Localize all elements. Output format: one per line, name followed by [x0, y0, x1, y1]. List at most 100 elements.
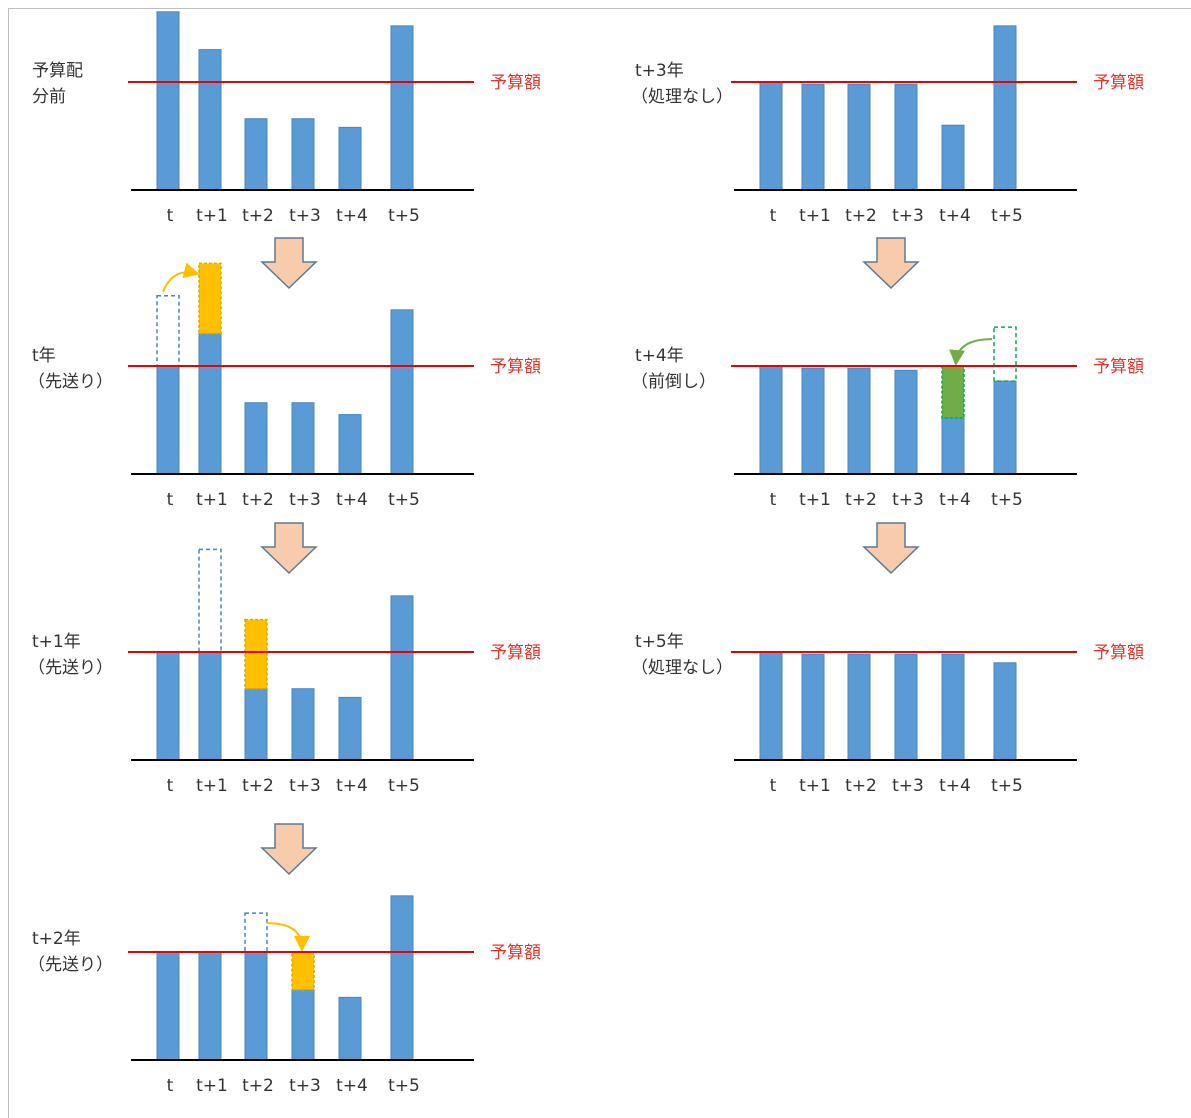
tick-label-t+1: t+1 [799, 490, 831, 510]
bar-t+3 [291, 989, 315, 1061]
original-amount-outline [993, 326, 1017, 382]
move-arrow [266, 922, 310, 952]
tick-label-t+1: t+1 [196, 776, 228, 796]
tick-label-t+4: t+4 [336, 1076, 368, 1096]
bar-t+5 [390, 895, 414, 1061]
down-arrow-icon [862, 522, 920, 575]
bar-t+5 [993, 380, 1017, 475]
tick-label-t+1: t+1 [196, 1076, 228, 1096]
tick-label-t: t [167, 1076, 174, 1096]
panel-t: 予算額 t年 （先送り） t t+1 t+2 t+3 t+4 t+5 [28, 262, 541, 510]
panel-label-line: （処理なし） [631, 658, 733, 678]
bar-t+4 [338, 414, 362, 475]
tick-label-t+2: t+2 [242, 776, 274, 796]
tick-label-t+3: t+3 [289, 1076, 321, 1096]
tick-label-t: t [167, 776, 174, 796]
tick-label-t+2: t+2 [242, 1076, 274, 1096]
frame-border [8, 8, 1191, 1118]
bar-t [156, 951, 180, 1061]
tick-label-t+4: t+4 [939, 776, 971, 796]
move-arrow [162, 262, 200, 293]
panel-label-line: t年 [32, 346, 56, 366]
bar-t [156, 365, 180, 475]
bar-t [759, 651, 783, 761]
bar-t+2 [244, 688, 268, 761]
panel-label-line: t+1年 [32, 632, 81, 652]
bar-t+1 [198, 49, 222, 191]
bar-t+1 [198, 651, 222, 761]
bar-t+5 [993, 25, 1017, 191]
bar-t+5 [390, 25, 414, 191]
panel-label-line: t+4年 [635, 346, 684, 366]
budget-label: 予算額 [1093, 73, 1144, 93]
original-amount-outline [244, 912, 268, 953]
budget-label: 予算額 [490, 357, 541, 377]
tick-label-t+5: t+5 [388, 490, 420, 510]
tick-label-t: t [770, 776, 777, 796]
bar-t+2 [847, 83, 871, 191]
panel-t2: 予算額 t+2年 （先送り） t t+1 t+2 t+3 t+4 t+5 [28, 895, 541, 1096]
tick-label-t+5: t+5 [991, 776, 1023, 796]
bar-t+3 [894, 653, 918, 761]
down-arrow-icon [862, 237, 920, 290]
down-arrow-icon [260, 237, 318, 290]
bar-t+1 [801, 367, 825, 475]
bar-t+3 [894, 83, 918, 191]
tick-label-t+3: t+3 [289, 776, 321, 796]
bar-t+5 [993, 662, 1017, 761]
panel-label-line: 分前 [32, 87, 66, 107]
budget-label: 予算額 [490, 643, 541, 663]
advanced-amount-block [941, 365, 965, 419]
bar-t+4 [338, 696, 362, 761]
tick-label-t+3: t+3 [289, 206, 321, 226]
panel-label-line: （先送り） [28, 372, 113, 392]
panel-label-line: t+3年 [635, 61, 684, 81]
tick-label-t+3: t+3 [892, 206, 924, 226]
tick-label-t: t [770, 490, 777, 510]
bar-t+4 [941, 417, 965, 475]
tick-label-t+2: t+2 [242, 490, 274, 510]
bar-t+4 [941, 124, 965, 191]
tick-label-t+4: t+4 [336, 776, 368, 796]
bar-t+3 [291, 402, 315, 475]
bar-t+1 [198, 951, 222, 1061]
tick-label-t+1: t+1 [196, 206, 228, 226]
bar-t+2 [244, 951, 268, 1061]
panel-label-line: 予算配 [32, 61, 83, 81]
tick-label-t+5: t+5 [388, 776, 420, 796]
budget-label: 予算額 [1093, 643, 1144, 663]
panel-t3: 予算額 t+3年 （処理なし） t t+1 t+2 t+3 t+4 t+5 [631, 25, 1144, 226]
bar-t+2 [847, 367, 871, 475]
tick-label-t+2: t+2 [845, 776, 877, 796]
tick-label-t+1: t+1 [799, 776, 831, 796]
bar-t+2 [244, 118, 268, 191]
tick-label-t+3: t+3 [289, 490, 321, 510]
panel-label-line: （処理なし） [631, 87, 733, 107]
budget-label: 予算額 [1093, 357, 1144, 377]
bar-t+5 [390, 595, 414, 761]
bar-t [759, 81, 783, 191]
bar-t+5 [390, 309, 414, 475]
bar-t [156, 651, 180, 761]
tick-label-t+4: t+4 [336, 206, 368, 226]
tick-label-t+3: t+3 [892, 776, 924, 796]
tick-label-t+3: t+3 [892, 490, 924, 510]
budget-label: 予算額 [490, 73, 541, 93]
tick-label-t+2: t+2 [242, 206, 274, 226]
bar-t+2 [847, 653, 871, 761]
bar-t+1 [801, 83, 825, 191]
panel-label-line: （先送り） [28, 955, 113, 975]
tick-label-t+5: t+5 [388, 206, 420, 226]
panel-t4: 予算額 t+4年 （前倒し） t t+1 t+2 t+3 t+4 t+5 [631, 326, 1144, 510]
bar-t+4 [941, 653, 965, 761]
bar-t [759, 365, 783, 475]
panel-t1: 予算額 t+1年 （先送り） t t+1 t+2 t+3 t+4 t+5 [28, 548, 541, 796]
tick-label-t+5: t+5 [388, 1076, 420, 1096]
tick-label-t+4: t+4 [939, 490, 971, 510]
tick-label-t: t [167, 490, 174, 510]
panel-label-line: t+2年 [32, 929, 81, 949]
deferred-amount-block [198, 262, 222, 335]
